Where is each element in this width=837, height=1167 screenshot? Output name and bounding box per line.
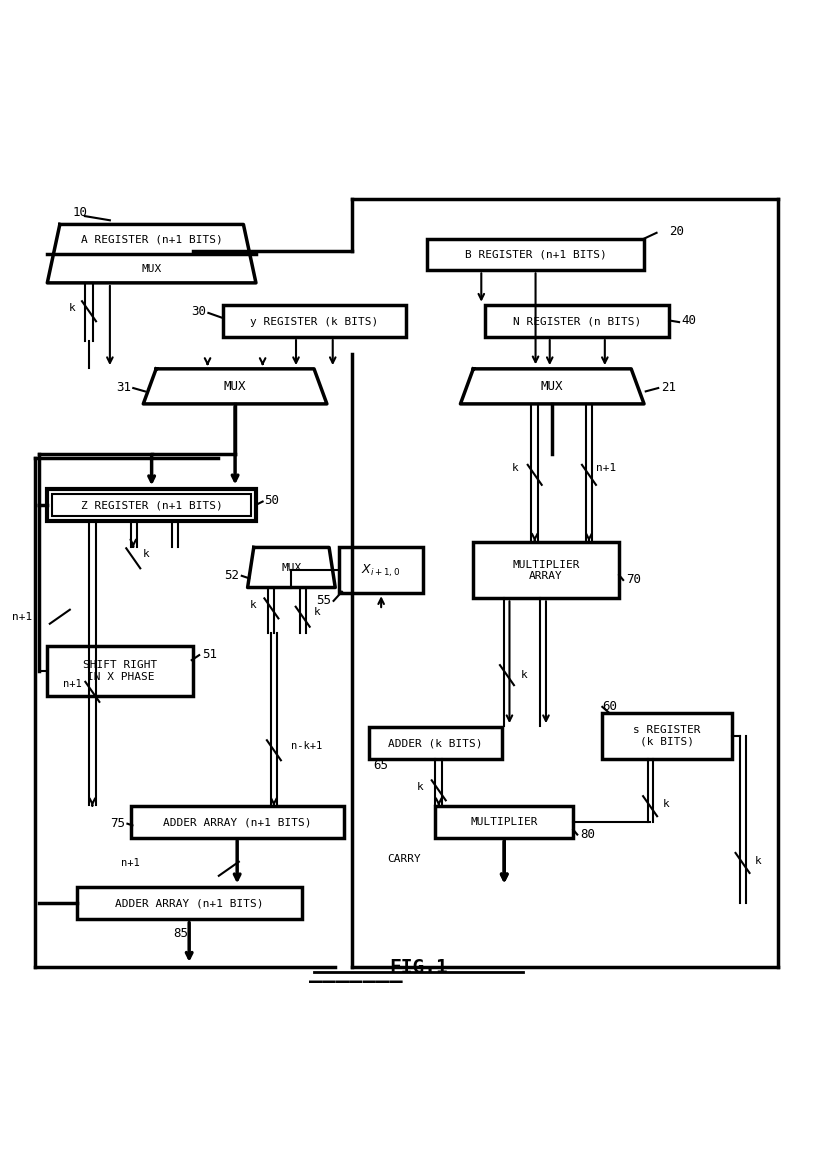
FancyBboxPatch shape [602,713,732,759]
Polygon shape [143,369,326,404]
Text: MUX: MUX [541,380,563,393]
Polygon shape [460,369,644,404]
Text: N REGISTER (n BITS): N REGISTER (n BITS) [513,316,641,327]
FancyBboxPatch shape [485,306,669,337]
FancyBboxPatch shape [339,547,423,594]
Text: B REGISTER (n+1 BITS): B REGISTER (n+1 BITS) [465,250,606,260]
FancyBboxPatch shape [131,806,343,838]
Text: k: k [511,463,518,474]
Text: k: k [313,607,320,617]
Text: MULTIPLIER
ARRAY: MULTIPLIER ARRAY [512,559,579,581]
Polygon shape [248,547,335,588]
Text: $X_{i+1,0}$: $X_{i+1,0}$ [362,562,401,579]
Text: 40: 40 [681,314,696,327]
Text: MUX: MUX [281,562,301,573]
Text: n+1: n+1 [121,858,140,868]
Text: n-k+1: n-k+1 [290,741,322,752]
Text: 80: 80 [579,827,594,840]
Text: 31: 31 [116,380,131,394]
Text: SHIFT RIGHT
IN X PHASE: SHIFT RIGHT IN X PHASE [83,661,157,682]
FancyBboxPatch shape [52,494,251,516]
Text: 10: 10 [72,205,87,218]
Text: 30: 30 [191,305,206,317]
Text: 51: 51 [202,648,217,661]
FancyBboxPatch shape [427,239,644,271]
Text: k: k [249,600,256,610]
Text: 52: 52 [224,568,239,581]
FancyBboxPatch shape [435,806,573,838]
Text: ADDER ARRAY (n+1 BITS): ADDER ARRAY (n+1 BITS) [163,817,311,827]
FancyBboxPatch shape [47,489,256,520]
FancyBboxPatch shape [76,887,301,918]
Text: MUX: MUX [223,380,246,393]
Text: n+1: n+1 [596,463,616,474]
Text: 21: 21 [660,380,675,394]
Text: 85: 85 [173,927,188,939]
Text: y REGISTER (k BITS): y REGISTER (k BITS) [250,316,378,327]
Text: k: k [755,855,762,866]
Text: 70: 70 [625,573,640,586]
Text: n+1: n+1 [12,612,33,622]
Text: _______: _______ [309,963,403,983]
Text: k: k [521,670,527,680]
Text: s REGISTER
(k BITS): s REGISTER (k BITS) [633,725,701,747]
Text: k: k [69,303,75,313]
Text: CARRY: CARRY [387,854,421,864]
Text: 75: 75 [110,817,125,830]
FancyBboxPatch shape [223,306,406,337]
Text: 20: 20 [669,225,684,238]
Text: 60: 60 [602,700,617,713]
Polygon shape [47,225,256,284]
Text: ADDER (k BITS): ADDER (k BITS) [388,738,482,748]
Text: k: k [142,548,149,559]
Text: k: k [662,798,669,809]
Text: 55: 55 [316,594,331,607]
Text: 50: 50 [264,494,280,506]
FancyBboxPatch shape [368,727,502,759]
Text: FIG.1: FIG.1 [389,958,448,977]
Text: MUX: MUX [141,264,162,273]
Text: MULTIPLIER: MULTIPLIER [470,817,537,827]
Text: n+1: n+1 [63,679,82,689]
Text: ADDER ARRAY (n+1 BITS): ADDER ARRAY (n+1 BITS) [115,899,264,908]
Text: 65: 65 [372,759,388,771]
Text: A REGISTER (n+1 BITS): A REGISTER (n+1 BITS) [80,235,223,244]
Text: Z REGISTER (n+1 BITS): Z REGISTER (n+1 BITS) [80,501,223,510]
FancyBboxPatch shape [473,541,619,599]
Text: k: k [417,782,424,792]
FancyBboxPatch shape [47,647,193,697]
